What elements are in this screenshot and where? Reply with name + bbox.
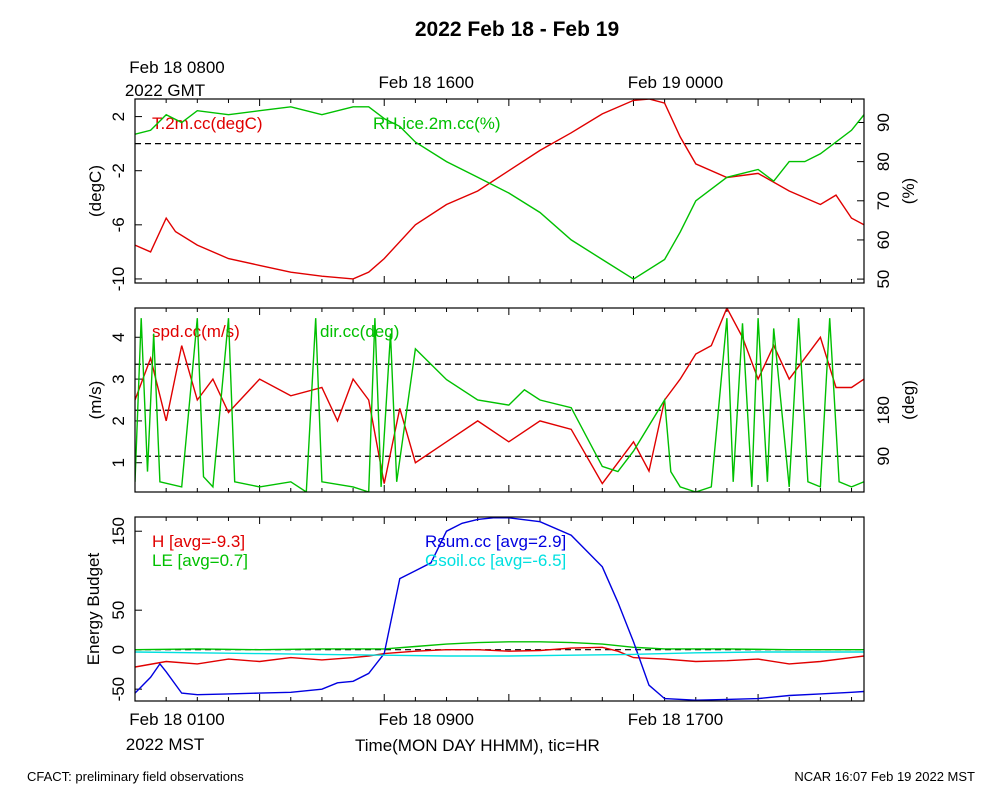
bottom-axis-label-0: Feb 18 0100	[129, 710, 224, 729]
bottom-axis-label-2: Feb 18 1700	[628, 710, 723, 729]
y-tick-label-right-temp-rh-2: 70	[874, 191, 893, 210]
bottom-axis-labels: Feb 18 0100 2022 MST Feb 18 0900 Feb 18 170…	[126, 710, 723, 754]
series-line-temp-rh-1	[135, 106, 864, 280]
y-axis-label-left-temp-rh: (degC)	[86, 165, 105, 217]
legend-temp-rh-0: T.2m.cc(degC)	[152, 114, 263, 133]
legend-energy-1: LE [avg=0.7]	[152, 551, 248, 570]
legend-wind-1: dir.cc(deg)	[320, 322, 399, 341]
y-tick-label-right-wind-0: 180	[874, 396, 893, 424]
top-axis-labels: Feb 18 0800 2022 GMT Feb 18 1600 Feb 19 000…	[125, 58, 723, 100]
legend-energy-2: Rsum.cc [avg=2.9]	[425, 532, 566, 551]
y-tick-label-right-wind-1: 90	[874, 447, 893, 466]
x-axis-label: Time(MON DAY HHMM), tic=HR	[355, 736, 600, 755]
top-axis-label-1: Feb 18 1600	[378, 73, 473, 92]
y-axis-label-right-temp-rh: (%)	[899, 178, 918, 204]
panel-energy: 150 50 0 -50 Energy Budget H [avg=-9.3]LE [av…	[84, 516, 865, 702]
chart-title: 2022 Feb 18 - Feb 19	[415, 18, 619, 41]
legend-energy-0: H [avg=-9.3]	[152, 532, 245, 551]
y-tick-label-left-wind-1: 3	[109, 374, 128, 383]
footer-left: CFACT: preliminary field observations	[27, 769, 244, 784]
footer-right: NCAR 16:07 Feb 19 2022 MST	[794, 769, 975, 784]
y-tick-label-right-temp-rh-1: 80	[874, 152, 893, 171]
bottom-axis-label-sub-0: 2022 MST	[126, 735, 204, 754]
y-tick-label-right-temp-rh-0: 90	[874, 113, 893, 132]
y-tick-label-left-temp-rh-2: -6	[109, 217, 128, 232]
y-tick-label-left-wind-3: 1	[109, 458, 128, 467]
panel-frame-temp-rh	[134, 98, 865, 284]
series-line-energy-2	[135, 517, 864, 701]
series-line-energy-0	[135, 646, 864, 668]
legend-temp-rh-1: RH.ice.2m.cc(%)	[373, 114, 501, 133]
y-tick-label-left-temp-rh-0: 2	[109, 112, 128, 121]
legend-energy-3: Gsoil.cc [avg=-6.5]	[425, 551, 566, 570]
panel-frame-energy	[134, 516, 865, 702]
y-tick-label-right-temp-rh-4: 50	[874, 270, 893, 289]
y-tick-label-right-temp-rh-3: 60	[874, 230, 893, 249]
y-tick-label-left-energy-2: 0	[109, 645, 128, 654]
top-axis-label-sub-0: 2022 GMT	[125, 81, 205, 100]
panel-temp-rh: 2 -2 -6 -10 90 80 70 60 50 (degC) (%) T.2m.cc(degC)…	[86, 98, 918, 292]
top-axis-label-2: Feb 19 0000	[628, 73, 723, 92]
series-line-energy-3	[135, 651, 864, 657]
y-tick-label-left-wind-2: 2	[109, 416, 128, 425]
y-tick-label-left-energy-0: 150	[109, 517, 128, 545]
y-axis-label-right-wind: (deg)	[899, 380, 918, 420]
series-line-wind-1	[135, 318, 864, 492]
y-tick-label-left-energy-3: -50	[109, 677, 128, 702]
panel-frame-wind	[134, 307, 865, 493]
y-tick-label-left-temp-rh-3: -10	[109, 267, 128, 292]
y-axis-label-left-energy: Energy Budget	[84, 552, 103, 665]
series-line-wind-0	[135, 308, 864, 485]
panels: 2 -2 -6 -10 90 80 70 60 50 (degC) (%) T.2m.cc(degC)…	[84, 98, 918, 702]
y-tick-label-left-wind-0: 4	[109, 333, 128, 342]
bottom-axis-label-1: Feb 18 0900	[378, 710, 473, 729]
y-axis-label-left-wind: (m/s)	[86, 381, 105, 420]
y-tick-label-left-energy-1: 50	[109, 601, 128, 620]
top-axis-label-0: Feb 18 0800	[129, 58, 224, 77]
y-tick-label-left-temp-rh-1: -2	[109, 163, 128, 178]
series-line-energy-1	[135, 641, 864, 651]
series-line-temp-rh-0	[135, 99, 864, 280]
